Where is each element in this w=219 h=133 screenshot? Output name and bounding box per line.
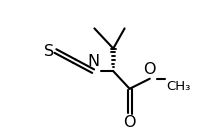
Text: N: N xyxy=(87,54,99,69)
Text: O: O xyxy=(123,115,136,130)
Text: S: S xyxy=(44,43,54,59)
Text: CH₃: CH₃ xyxy=(166,80,191,93)
Text: O: O xyxy=(143,62,156,77)
